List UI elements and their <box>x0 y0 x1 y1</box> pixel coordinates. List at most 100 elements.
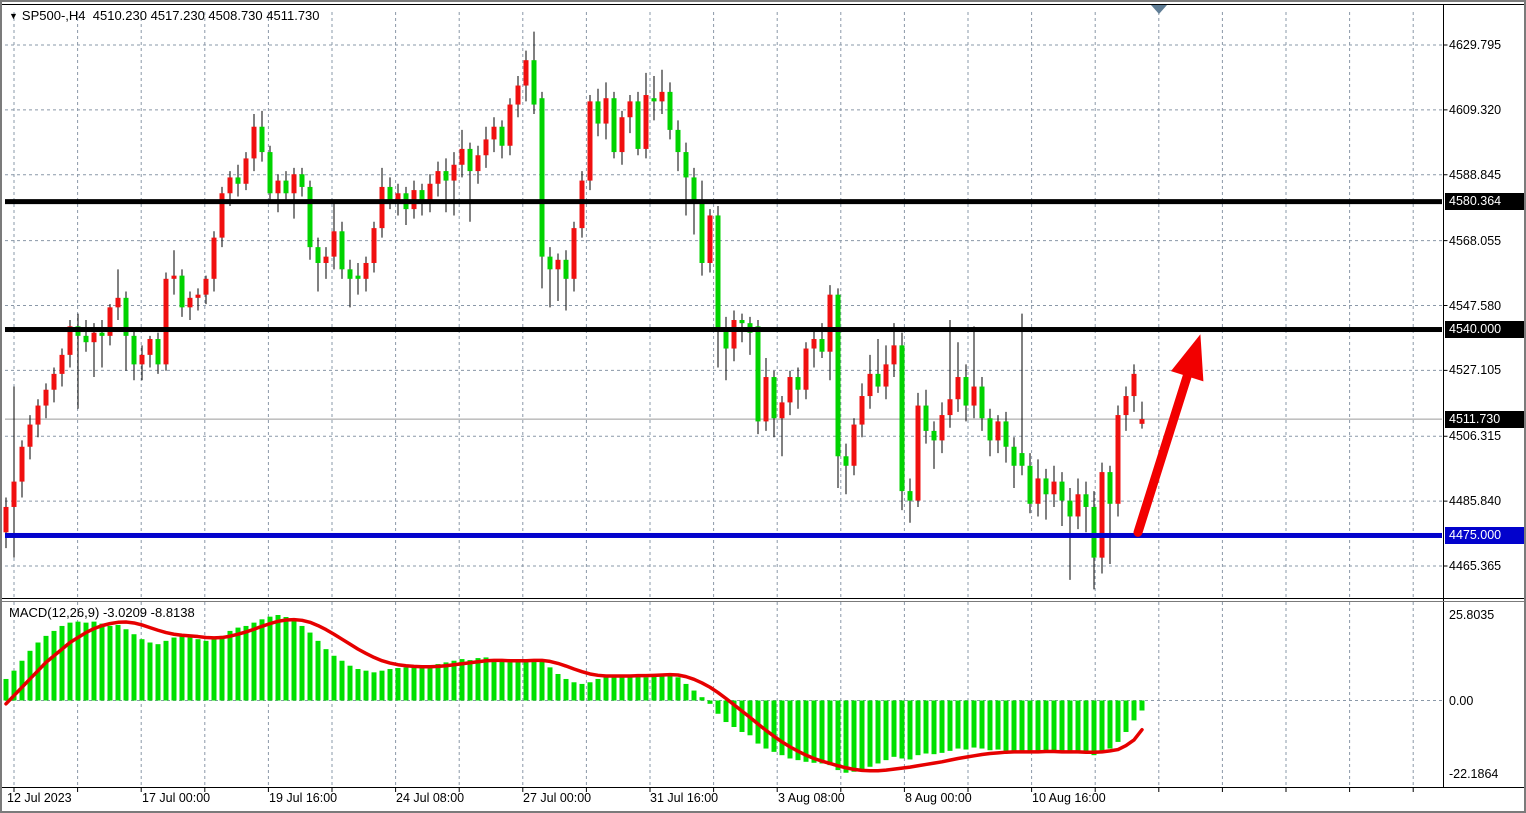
candle-body <box>1011 446 1017 466</box>
macd-histogram-bar <box>507 662 513 701</box>
candle-body <box>83 335 89 343</box>
candle-body <box>963 377 969 406</box>
price-axis-label[interactable]: 4527.105 <box>1449 363 1502 378</box>
macd-histogram-bar <box>1027 700 1033 754</box>
candle-body <box>819 339 825 352</box>
price-axis-label[interactable]: 4506.315 <box>1449 429 1502 444</box>
candle-body <box>739 320 745 324</box>
price-axis-label[interactable]: 4588.845 <box>1449 167 1502 182</box>
candle-body <box>891 345 897 365</box>
macd-histogram-bar <box>619 677 625 701</box>
macd-histogram-bar <box>19 660 25 701</box>
macd-histogram-bar <box>715 700 721 714</box>
candle-body <box>35 405 41 425</box>
candle-body <box>923 405 929 431</box>
candle-body <box>563 259 569 279</box>
macd-axis-label[interactable]: -22.1864 <box>1449 767 1499 781</box>
candle-body <box>811 339 817 349</box>
price-axis-label[interactable]: 4547.580 <box>1449 298 1502 313</box>
candle-body <box>1139 419 1145 424</box>
price-axis-label[interactable]: 4568.055 <box>1449 233 1502 248</box>
macd-histogram-bar <box>739 700 745 732</box>
macd-histogram-bar <box>59 625 65 701</box>
macd-histogram-bar <box>795 700 801 761</box>
macd-histogram-bar <box>491 659 497 701</box>
candle-body <box>539 98 545 257</box>
candle-body <box>11 481 17 507</box>
candle-body <box>515 85 521 105</box>
symbol-dropdown-icon[interactable]: ▼ <box>9 11 18 21</box>
candle-body <box>27 424 33 447</box>
arrow-head <box>1170 334 1204 382</box>
macd-histogram-bar <box>731 700 737 728</box>
candle-body <box>499 126 505 146</box>
macd-histogram-bar <box>627 676 633 701</box>
macd-histogram-bar <box>419 667 425 701</box>
time-axis-label[interactable]: 19 Jul 16:00 <box>269 791 338 805</box>
time-axis-label[interactable]: 27 Jul 00:00 <box>523 791 592 805</box>
candle-body <box>315 247 321 263</box>
macd-histogram-bar <box>779 700 785 756</box>
candle-body <box>1019 453 1025 466</box>
time-axis-label[interactable]: 31 Jul 16:00 <box>650 791 719 805</box>
macd-histogram-bar <box>843 700 849 773</box>
time-axis-label[interactable]: 12 Jul 2023 <box>7 791 72 805</box>
time-axis-label[interactable]: 24 Jul 08:00 <box>396 791 465 805</box>
macd-histogram-bar <box>483 657 489 701</box>
price-axis-label[interactable]: 4465.365 <box>1449 559 1502 573</box>
macd-histogram-bar <box>203 640 209 701</box>
candle-body <box>467 148 473 172</box>
candle-body <box>155 339 161 365</box>
macd-axis-label[interactable]: 25.8035 <box>1449 608 1495 622</box>
time-axis-label[interactable]: 3 Aug 08:00 <box>778 791 845 805</box>
macd-histogram-bar <box>1083 700 1089 753</box>
candle-body <box>107 307 113 336</box>
macd-histogram-bar <box>699 697 705 701</box>
candle-body <box>91 332 97 343</box>
macd-axis-label[interactable]: 0.00 <box>1449 693 1474 708</box>
macd-histogram-bar <box>987 700 993 751</box>
candle-body <box>219 193 225 238</box>
macd-histogram-bar <box>667 673 673 701</box>
horizontal-level-line <box>5 532 1442 538</box>
macd-histogram-bar <box>219 635 225 701</box>
candle-body <box>3 506 9 533</box>
time-axis-label[interactable]: 10 Aug 16:00 <box>1032 791 1106 805</box>
macd-histogram-bar <box>819 700 825 764</box>
candle-body <box>179 275 185 308</box>
macd-histogram-bar <box>1139 700 1145 711</box>
time-axis-label[interactable]: 8 Aug 00:00 <box>905 791 972 805</box>
time-axis-label[interactable]: 17 Jul 00:00 <box>142 791 211 805</box>
macd-histogram-bar <box>771 700 777 752</box>
price-axis-label[interactable]: 4485.840 <box>1449 494 1502 509</box>
macd-histogram-bar <box>683 683 689 701</box>
candle-body <box>531 60 537 105</box>
macd-histogram-bar <box>515 661 521 701</box>
macd-histogram-bar <box>651 674 657 701</box>
macd-histogram-bar <box>875 700 881 764</box>
macd-histogram-bar <box>131 634 137 701</box>
candle-body <box>227 177 233 194</box>
candle-body <box>323 256 329 263</box>
candle-body <box>603 98 609 124</box>
candle-body <box>675 129 681 153</box>
candle-body <box>347 269 353 279</box>
horizontal-level-line <box>5 327 1442 333</box>
macd-histogram-bar <box>603 677 609 701</box>
candle-body <box>171 275 177 279</box>
candle-body <box>283 180 289 194</box>
candle-body <box>827 294 833 352</box>
candle-body <box>619 117 625 153</box>
price-axis-label[interactable]: 4609.320 <box>1449 102 1502 117</box>
macd-histogram-bar <box>675 677 681 701</box>
price-axis-label[interactable]: 4629.795 <box>1449 38 1502 52</box>
macd-histogram-bar <box>915 700 921 756</box>
macd-histogram-bar <box>979 700 985 749</box>
macd-histogram-bar <box>659 673 665 701</box>
candle-body <box>1083 494 1089 507</box>
macd-histogram-bar <box>475 658 481 701</box>
candle-body <box>339 231 345 270</box>
candle-body <box>363 262 369 279</box>
